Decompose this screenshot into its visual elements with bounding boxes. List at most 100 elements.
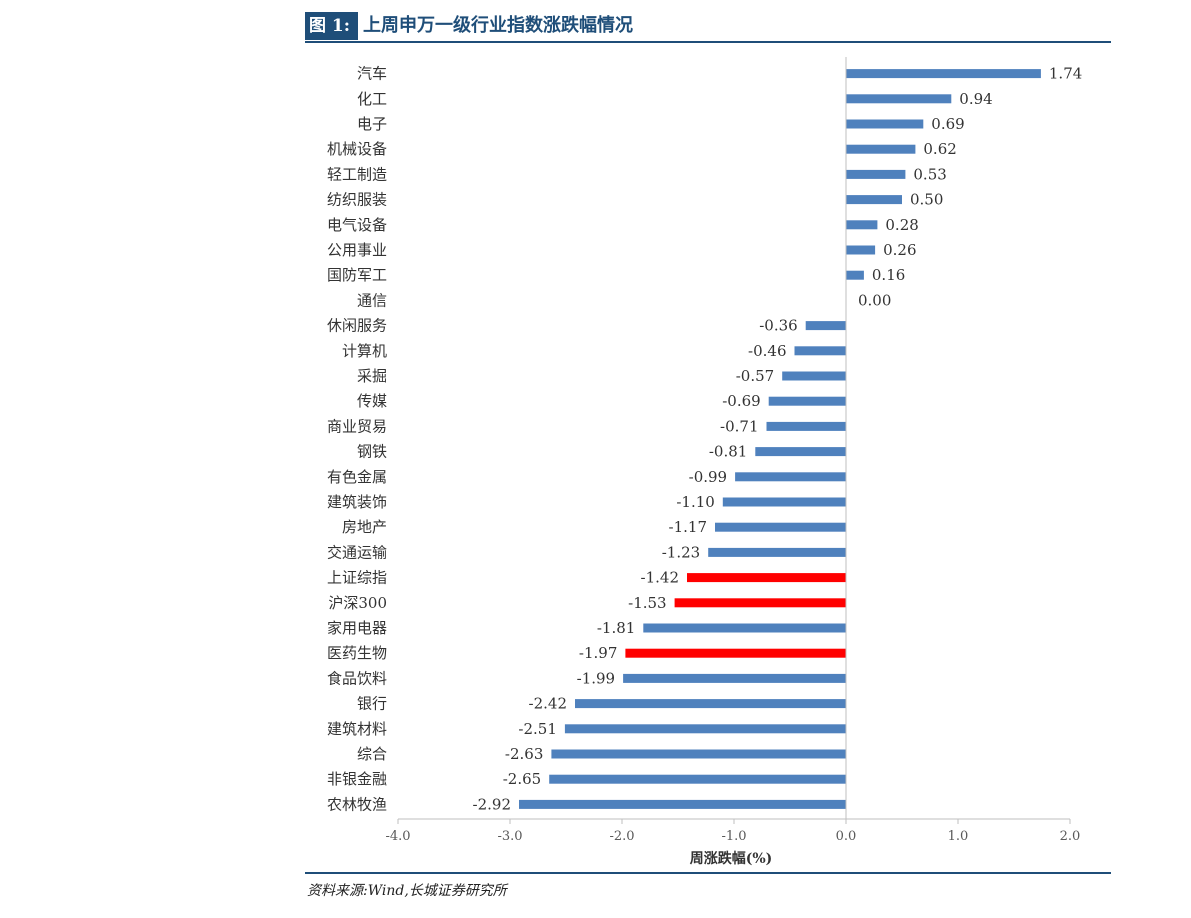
bar-1 — [846, 94, 952, 104]
bar-27 — [551, 749, 846, 759]
bar-10 — [805, 321, 846, 331]
bar-17 — [722, 497, 846, 507]
category-label-23: 医药生物 — [327, 644, 387, 662]
value-label-25: -2.42 — [529, 695, 567, 713]
value-label-22: -1.81 — [597, 619, 635, 637]
category-label-17: 建筑装饰 — [327, 493, 387, 511]
value-label-0: 1.74 — [1049, 65, 1082, 83]
value-label-18: -1.17 — [669, 518, 707, 536]
value-label-15: -0.81 — [709, 443, 747, 461]
category-label-16: 有色金属 — [327, 468, 387, 486]
value-label-16: -0.99 — [689, 468, 727, 486]
bar-29 — [519, 799, 846, 809]
bar-4 — [846, 169, 906, 179]
category-label-4: 轻工制造 — [327, 165, 387, 183]
x-axis-title: 周涨跌幅(%) — [690, 850, 773, 867]
value-label-6: 0.28 — [885, 216, 918, 234]
value-label-4: 0.53 — [913, 165, 946, 183]
category-label-11: 计算机 — [342, 342, 387, 360]
bar-28 — [549, 774, 846, 784]
x-tick-label-3: -1.0 — [721, 829, 746, 844]
value-label-12: -0.57 — [736, 367, 774, 385]
category-label-2: 电子 — [357, 115, 387, 133]
x-tick-label-2: -2.0 — [609, 829, 634, 844]
footer-rule — [305, 872, 1111, 874]
bars-group — [519, 69, 1041, 809]
category-label-0: 汽车 — [357, 65, 387, 83]
x-tick-label-0: -4.0 — [385, 829, 410, 844]
value-label-9: 0.00 — [858, 291, 891, 309]
bar-14 — [766, 421, 846, 431]
header-rule — [305, 41, 1111, 43]
category-label-26: 建筑材料 — [327, 720, 387, 738]
bar-13 — [768, 396, 846, 406]
bar-15 — [755, 447, 846, 457]
value-label-29: -2.92 — [473, 795, 511, 813]
bar-11 — [794, 346, 846, 356]
category-label-6: 电气设备 — [327, 216, 387, 234]
value-label-5: 0.50 — [910, 191, 943, 209]
value-label-7: 0.26 — [883, 241, 916, 259]
category-label-21: 沪深300 — [328, 594, 387, 612]
bar-3 — [846, 144, 916, 154]
category-label-29: 农林牧渔 — [327, 795, 387, 813]
category-label-3: 机械设备 — [327, 140, 387, 158]
category-label-12: 采掘 — [357, 367, 387, 385]
category-labels: 汽车化工电子机械设备轻工制造纺织服装电气设备公用事业国防军工通信休闲服务计算机采… — [327, 65, 387, 814]
bar-7 — [846, 245, 876, 255]
x-tick-label-4: 0.0 — [836, 829, 857, 844]
value-labels: 1.74 0.94 0.69 0.62 0.53 0.50 0.28 0.26 0.16 0.00… — [473, 65, 1083, 814]
bar-8 — [846, 270, 864, 280]
value-label-10: -0.36 — [759, 317, 797, 335]
category-label-20: 上证综指 — [327, 569, 387, 587]
category-label-14: 商业贸易 — [327, 417, 387, 435]
bar-0 — [846, 69, 1041, 79]
category-label-18: 房地产 — [342, 518, 387, 536]
x-tick-label-1: -3.0 — [497, 829, 522, 844]
value-label-20: -1.42 — [641, 569, 679, 587]
value-label-19: -1.23 — [662, 543, 700, 561]
category-label-25: 银行 — [357, 695, 387, 713]
value-label-3: 0.62 — [923, 140, 956, 158]
bar-18 — [715, 522, 846, 532]
bar-6 — [846, 220, 878, 230]
category-label-19: 交通运输 — [327, 543, 387, 561]
x-tick-label-6: 2.0 — [1060, 829, 1081, 844]
category-label-5: 纺织服装 — [327, 191, 387, 209]
category-label-9: 通信 — [357, 291, 387, 309]
category-label-13: 传媒 — [357, 392, 387, 410]
value-label-11: -0.46 — [748, 342, 786, 360]
value-label-17: -1.10 — [676, 493, 714, 511]
figure-label: 图 1: — [305, 12, 359, 40]
value-label-2: 0.69 — [931, 115, 964, 133]
bar-24 — [623, 673, 846, 683]
category-label-15: 钢铁 — [357, 443, 387, 461]
category-label-1: 化工 — [357, 90, 387, 108]
category-label-7: 公用事业 — [327, 241, 387, 259]
bar-20 — [687, 573, 846, 583]
figure-header: 图 1: 上周申万一级行业指数涨跌幅情况 — [305, 12, 1111, 42]
value-label-14: -0.71 — [720, 417, 758, 435]
value-label-28: -2.65 — [503, 770, 541, 788]
source-note: 资料来源:Wind,长城证券研究所 — [307, 883, 507, 899]
value-label-13: -0.69 — [722, 392, 760, 410]
figure-title: 上周申万一级行业指数涨跌幅情况 — [363, 15, 633, 36]
value-label-23: -1.97 — [579, 644, 617, 662]
bar-21 — [674, 598, 846, 608]
bar-16 — [735, 472, 846, 482]
bar-12 — [782, 371, 846, 381]
category-label-22: 家用电器 — [327, 619, 387, 637]
category-label-27: 综合 — [357, 745, 387, 763]
category-label-28: 非银金融 — [327, 770, 387, 788]
bar-23 — [625, 648, 846, 658]
x-axis-ticks: -4.0 -3.0 -2.0 -1.0 0.0 1.0 2.0 — [385, 819, 1080, 844]
value-label-24: -1.99 — [577, 669, 615, 687]
value-label-21: -1.53 — [628, 594, 666, 612]
value-label-27: -2.63 — [505, 745, 543, 763]
bar-2 — [846, 119, 924, 129]
bar-22 — [643, 623, 846, 633]
value-label-8: 0.16 — [872, 266, 905, 284]
bar-5 — [846, 195, 902, 205]
bar-19 — [708, 547, 846, 557]
